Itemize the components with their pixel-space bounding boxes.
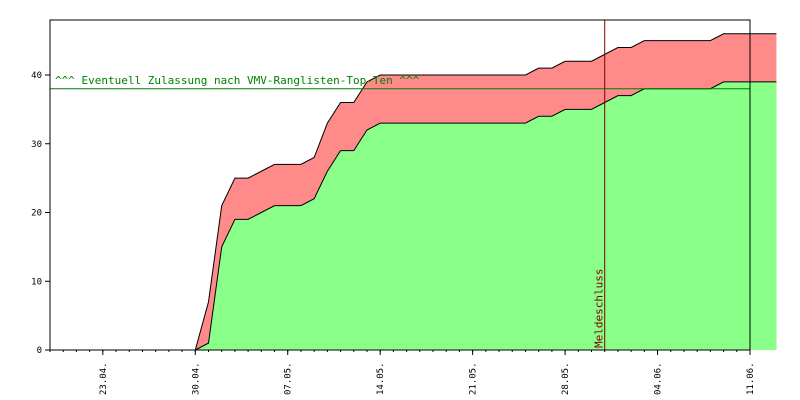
threshold-label: ^^^ Eventuell Zulassung nach VMV-Ranglis… — [55, 74, 420, 87]
series-2-area — [195, 81, 777, 350]
reference-lines: ^^^ Eventuell Zulassung nach VMV-Ranglis… — [50, 20, 750, 350]
x-tick-label: 11.06. — [746, 362, 756, 395]
axes: 0 10 20 30 40 23.04. 30.04. 07.05. 14.05. 21.05. 2… — [31, 71, 756, 395]
y-tick-label: 10 — [31, 277, 42, 287]
y-tick-label: 0 — [37, 346, 42, 356]
series-1-line — [194, 33, 777, 351]
x-tick-label: 28.05. — [561, 362, 571, 395]
x-tick-label: 04.06. — [654, 362, 664, 395]
series-2-line — [195, 81, 777, 351]
y-tick-label: 20 — [31, 209, 42, 219]
x-tick-label: 07.05. — [284, 362, 294, 395]
series-lines — [194, 33, 777, 351]
series-areas — [195, 33, 777, 350]
x-tick-label: 30.04. — [191, 362, 201, 395]
x-tick-label: 23.04. — [99, 362, 109, 395]
plot-frame — [49, 19, 751, 351]
y-tick-label: 30 — [31, 140, 42, 150]
x-tick-label: 14.05. — [376, 362, 386, 395]
deadline-label: Meldeschluss — [593, 269, 606, 348]
y-tick-label: 40 — [31, 71, 42, 81]
x-tick-label: 21.05. — [469, 362, 479, 395]
